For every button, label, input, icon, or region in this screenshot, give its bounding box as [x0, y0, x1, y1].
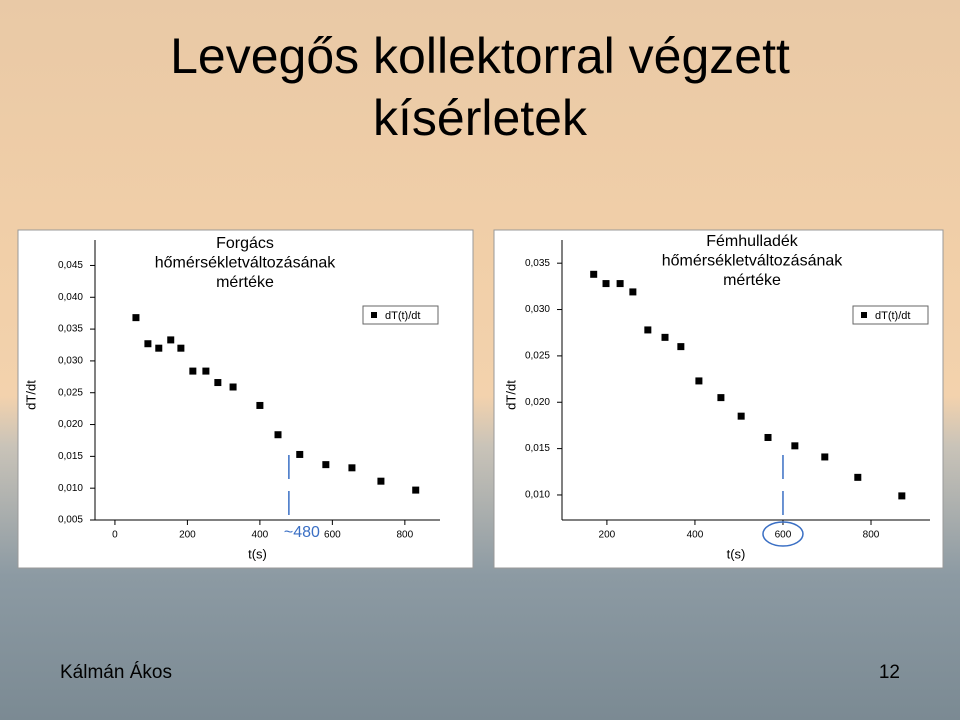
x-tick-label: 600	[324, 530, 341, 541]
scatter-point	[256, 401, 264, 409]
y-tick-label: 0,010	[525, 490, 550, 501]
scatter-point	[274, 431, 282, 439]
legend-label: dT(t)/dt	[385, 310, 420, 322]
chart-title: Fémhulladék	[706, 233, 799, 250]
scatter-point	[322, 461, 330, 469]
scatter-point	[144, 340, 152, 348]
scatter-point	[167, 336, 175, 344]
scatter-point	[737, 412, 745, 420]
y-tick-label: 0,025	[525, 351, 550, 362]
scatter-point	[348, 464, 356, 472]
legend-label: dT(t)/dt	[875, 310, 910, 322]
scatter-point	[155, 344, 163, 352]
scatter-point	[791, 442, 799, 450]
y-axis-label: dT/dt	[503, 380, 518, 410]
chart-title: Forgács	[216, 235, 274, 252]
page-number: 12	[879, 662, 900, 683]
y-tick-label: 0,015	[525, 443, 550, 454]
y-axis-label: dT/dt	[23, 380, 38, 410]
chart-panel	[17, 229, 474, 569]
legend-box	[852, 305, 929, 325]
y-tick-label: 0,040	[58, 292, 83, 303]
y-tick-label: 0,035	[525, 258, 550, 269]
scatter-point	[661, 333, 669, 341]
x-tick-label: 800	[397, 530, 414, 541]
scatter-point	[764, 433, 772, 441]
slide-title: kísérletek	[373, 90, 588, 146]
y-tick-label: 0,020	[525, 397, 550, 408]
x-tick-label: 0	[112, 530, 118, 541]
chart-title: mértéke	[723, 272, 781, 289]
marker-circle	[762, 521, 804, 547]
chart-title: mértéke	[216, 274, 274, 291]
scatter-point	[695, 377, 703, 385]
legend-marker	[371, 312, 377, 318]
y-tick-label: 0,020	[58, 419, 83, 430]
scatter-point	[177, 344, 185, 352]
scatter-point	[629, 288, 637, 296]
x-tick-label: 200	[179, 530, 196, 541]
scatter-point	[202, 367, 210, 375]
scatter-point	[616, 280, 624, 288]
x-tick-label: 400	[687, 530, 704, 541]
y-tick-label: 0,025	[58, 387, 83, 398]
scatter-point	[377, 477, 385, 485]
scatter-point	[644, 326, 652, 334]
scatter-point	[214, 379, 222, 387]
x-tick-label: 400	[252, 530, 269, 541]
y-tick-label: 0,015	[58, 451, 83, 462]
chart-title: hőmérsékletváltozásának	[662, 253, 844, 270]
scatter-point	[189, 367, 197, 375]
y-tick-label: 0,045	[58, 260, 83, 271]
chart-title: hőmérsékletváltozásának	[155, 255, 337, 272]
scatter-point	[590, 270, 598, 278]
annotation: ~480	[284, 524, 320, 541]
scatter-point	[821, 453, 829, 461]
scatter-point	[229, 383, 237, 391]
y-tick-label: 0,030	[525, 304, 550, 315]
scatter-point	[412, 486, 420, 494]
scatter-point	[717, 394, 725, 402]
author: Kálmán Ákos	[60, 662, 172, 683]
x-axis-label: t(s)	[727, 546, 746, 561]
scatter-point	[854, 473, 862, 481]
x-tick-label: 800	[863, 530, 880, 541]
legend-box	[362, 305, 439, 325]
scatter-point	[677, 343, 685, 351]
scatter-point	[602, 280, 610, 288]
x-tick-label: 200	[599, 530, 616, 541]
y-tick-label: 0,010	[58, 483, 83, 494]
x-axis-label: t(s)	[248, 546, 267, 561]
y-tick-label: 0,035	[58, 324, 83, 335]
slide-title: Levegős kollektorral végzett	[170, 28, 790, 84]
x-tick-label: 600	[775, 530, 792, 541]
y-tick-label: 0,030	[58, 356, 83, 367]
y-tick-label: 0,005	[58, 515, 83, 526]
legend-marker	[861, 312, 867, 318]
scatter-point	[296, 450, 304, 458]
scatter-point	[132, 314, 140, 322]
scatter-point	[898, 492, 906, 500]
